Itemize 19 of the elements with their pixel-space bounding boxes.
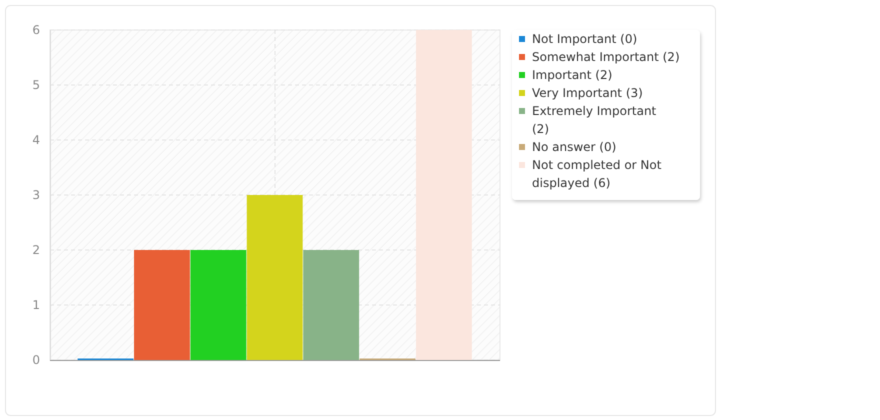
y-tick-label: 5 xyxy=(32,78,40,92)
legend-label: Somewhat Important (2) xyxy=(532,50,680,64)
y-tick-label: 3 xyxy=(32,188,40,202)
legend-label: Not completed or Not displayed (6) xyxy=(532,158,662,190)
bar xyxy=(303,250,360,360)
bar xyxy=(246,195,303,360)
legend-label: Very Important (3) xyxy=(532,86,643,100)
y-tick-label: 4 xyxy=(32,133,40,148)
legend-label: Not Important (0) xyxy=(532,32,638,46)
y-tick-label: 0 xyxy=(32,353,40,368)
legend-label: Extremely Important (2) xyxy=(532,104,657,136)
legend-label: No answer (0) xyxy=(532,140,616,154)
y-tick-label: 2 xyxy=(32,243,40,258)
bar xyxy=(190,250,246,360)
y-tick-label: 1 xyxy=(32,298,40,312)
bar xyxy=(416,30,472,360)
legend-label: Important (2) xyxy=(532,68,612,82)
y-tick-label: 6 xyxy=(32,23,40,38)
bar xyxy=(134,250,190,360)
